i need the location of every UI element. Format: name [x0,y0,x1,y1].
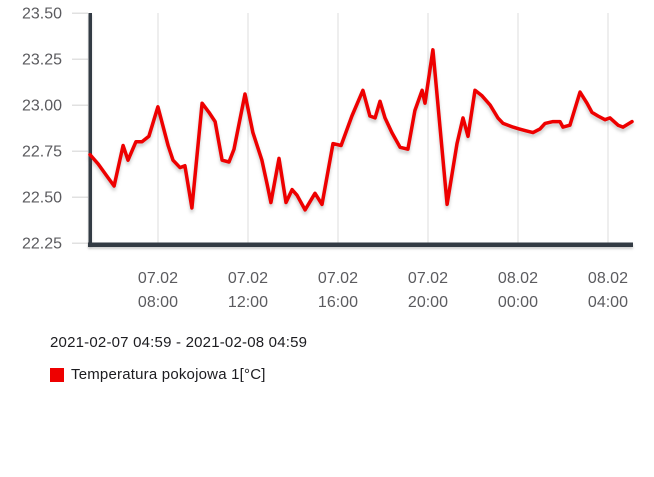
legend: Temperatura pokojowa 1[°C] [50,366,266,383]
period-label: 2021-02-07 04:59 - 2021-02-08 04:59 [50,334,308,351]
y-axis-label: 23.00 [22,98,62,115]
y-axis-label: 22.25 [22,236,62,253]
y-axis-label: 22.50 [22,190,62,207]
x-axis-label-date: 08.02 [498,270,538,287]
x-axis-label-time: 04:00 [588,294,628,311]
temperature-chart-canvas[interactable]: 23.50 23.25 23.00 22.75 22.50 22.25 07.02 08:00… [0,0,654,330]
x-axis-label-date: 07.02 [318,270,358,287]
x-axis-label-time: 08:00 [138,294,178,311]
x-axis-label-time: 12:00 [228,294,268,311]
legend-series-label: Temperatura pokojowa 1[°C] [71,366,266,383]
y-axis-label: 23.50 [22,6,62,23]
x-axis-label-time: 20:00 [408,294,448,311]
x-axis-label-date: 07.02 [138,270,178,287]
temperature-series-line [88,48,634,212]
legend-swatch-icon [50,367,64,382]
legend-item-temperature[interactable]: Temperatura pokojowa 1[°C] [50,366,266,383]
x-axis-label-time: 00:00 [498,294,538,311]
x-axis-label-time: 16:00 [318,294,358,311]
y-axis-label: 23.25 [22,52,62,69]
x-axis-label-date: 08.02 [588,270,628,287]
x-axis-label-date: 07.02 [408,270,448,287]
y-axis-label: 22.75 [22,144,62,161]
x-axis-label-date: 07.02 [228,270,268,287]
